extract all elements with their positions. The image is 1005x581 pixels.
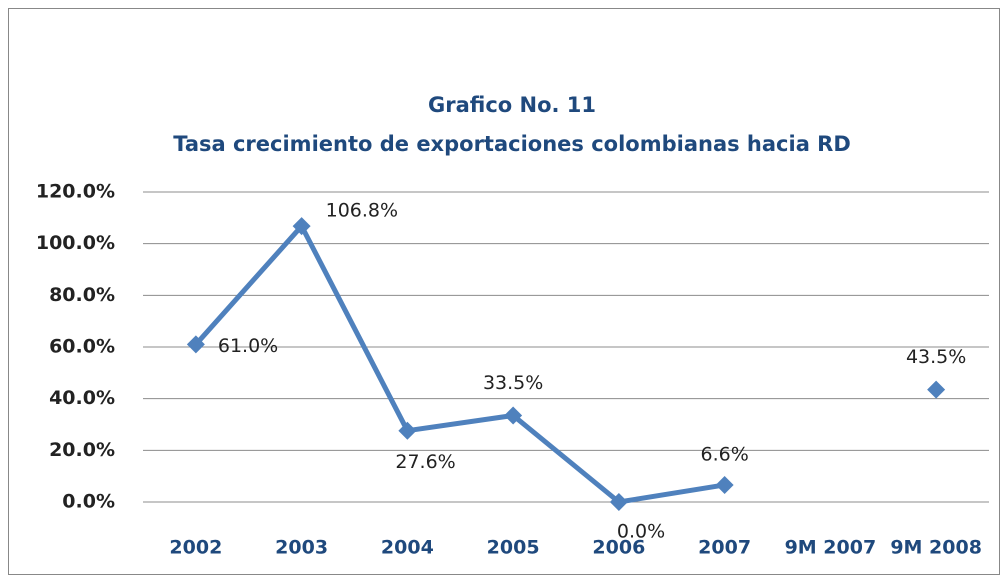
x-tick-label: 2007 (698, 537, 751, 559)
y-tick-label: 20.0% (49, 439, 115, 461)
marker (715, 475, 734, 494)
y-tick-label: 0.0% (62, 491, 115, 513)
y-tick-label: 60.0% (49, 336, 115, 358)
marker (186, 335, 205, 354)
data-label: 106.8% (326, 200, 398, 222)
y-tick-label: 80.0% (49, 284, 115, 306)
marker (398, 421, 417, 440)
marker (609, 493, 628, 511)
chart-border (8, 8, 1000, 575)
data-label: 27.6% (395, 451, 455, 473)
data-label: 6.6% (700, 443, 748, 465)
data-label: 43.5% (906, 346, 966, 368)
chart-title: Grafico No. 11 (428, 93, 596, 117)
x-tick-label: 2006 (592, 537, 645, 559)
y-tick-label: 40.0% (49, 387, 115, 409)
y-tick-label: 100.0% (36, 232, 115, 254)
marker (292, 217, 311, 236)
marker (927, 380, 946, 399)
y-tick-label: 120.0% (36, 181, 115, 203)
x-tick-label: 2003 (275, 537, 328, 559)
chart-subtitle: Tasa crecimiento de exportaciones colomb… (173, 132, 851, 156)
x-tick-label: 2004 (381, 537, 434, 559)
x-tick-label: 9M 2008 (890, 537, 982, 559)
x-tick-label: 2005 (487, 537, 540, 559)
data-label: 0.0% (617, 521, 665, 543)
data-label: 61.0% (218, 335, 278, 357)
x-tick-label: 9M 2007 (785, 537, 877, 559)
x-tick-label: 2002 (169, 537, 222, 559)
marker (504, 406, 523, 425)
data-label: 33.5% (483, 372, 543, 394)
